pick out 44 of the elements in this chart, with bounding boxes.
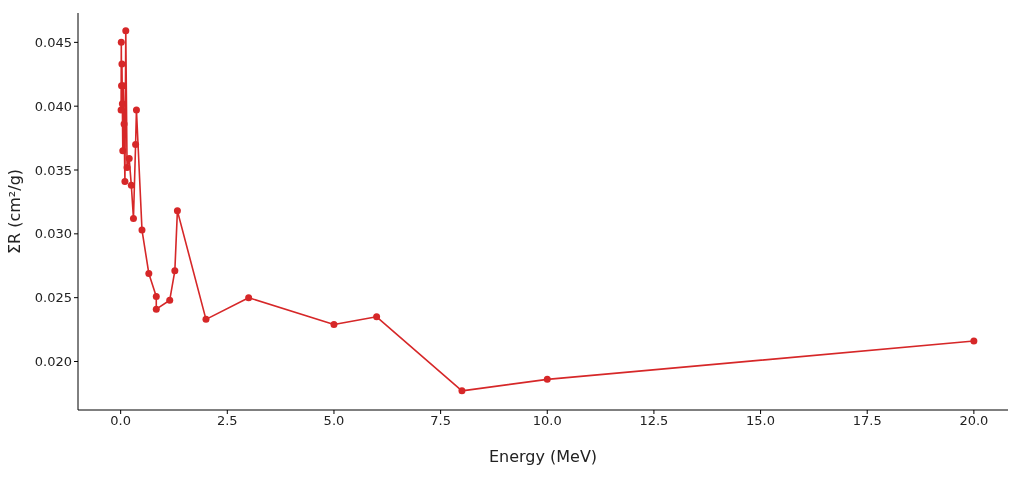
- point: [129, 215, 137, 223]
- x-tick-label: 5.0: [323, 413, 345, 429]
- point: [120, 120, 128, 128]
- point: [138, 226, 146, 234]
- y-tick-label: 0.025: [34, 290, 72, 306]
- point: [152, 305, 160, 313]
- point: [543, 375, 551, 383]
- x-tick-label: 7.5: [430, 413, 451, 429]
- y-tick-label: 0.040: [34, 98, 72, 114]
- point: [330, 320, 338, 328]
- point: [119, 147, 127, 155]
- y-tick-label: 0.030: [34, 226, 72, 242]
- point: [373, 313, 381, 321]
- x-tick-label: 15.0: [746, 413, 776, 429]
- point: [117, 38, 125, 46]
- x-tick-label: 20.0: [959, 413, 989, 429]
- point: [970, 337, 978, 345]
- point: [125, 155, 133, 163]
- x-tick-label: 17.5: [852, 413, 882, 429]
- x-tick-label: 10.0: [532, 413, 562, 429]
- y-tick-label: 0.020: [34, 354, 72, 370]
- x-tick-label: 2.5: [216, 413, 238, 429]
- point: [132, 140, 140, 148]
- point: [132, 106, 140, 114]
- point: [173, 207, 181, 215]
- point: [152, 292, 160, 300]
- point: [171, 267, 179, 275]
- point: [245, 294, 253, 302]
- point: [458, 387, 466, 395]
- y-tick-label: 0.035: [34, 162, 72, 178]
- point: [145, 269, 153, 277]
- point: [123, 163, 131, 171]
- y-tick-label: 0.045: [34, 34, 72, 50]
- point: [127, 181, 135, 189]
- y-axis-title: ΣR (cm²/g): [4, 168, 24, 255]
- point: [118, 60, 126, 68]
- point: [121, 178, 129, 185]
- x-tick-label: 0.0: [110, 413, 131, 429]
- point: [122, 27, 130, 35]
- point: [118, 100, 126, 108]
- point: [202, 315, 210, 323]
- point: [166, 296, 174, 304]
- x-axis-title: Energy (MeV): [488, 447, 598, 466]
- x-tick-label: 12.5: [639, 413, 669, 429]
